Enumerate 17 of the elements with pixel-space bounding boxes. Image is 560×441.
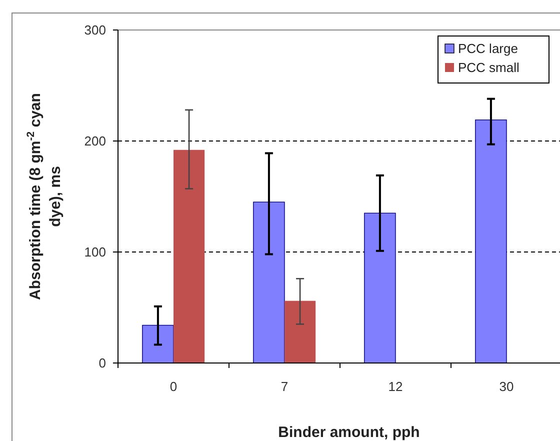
legend-label: PCC large (458, 41, 518, 56)
bar (475, 120, 507, 364)
y-tick-label: 100 (84, 244, 106, 260)
x-tick-label: 12 (388, 379, 403, 394)
bar (142, 324, 174, 364)
legend-label: PCC small (458, 60, 520, 75)
y-tick-label: 200 (84, 134, 106, 149)
x-axis-title: Binder amount, pph (278, 424, 420, 441)
x-tick-label: 7 (280, 379, 288, 394)
x-tick-label: 0 (170, 379, 178, 394)
bar (364, 212, 396, 364)
y-tick-label: 300 (84, 22, 106, 38)
x-tick-label: 30 (499, 379, 514, 394)
bar (174, 150, 205, 363)
y-tick-label: 0 (98, 356, 106, 371)
bar (284, 300, 316, 363)
bar (253, 202, 285, 364)
